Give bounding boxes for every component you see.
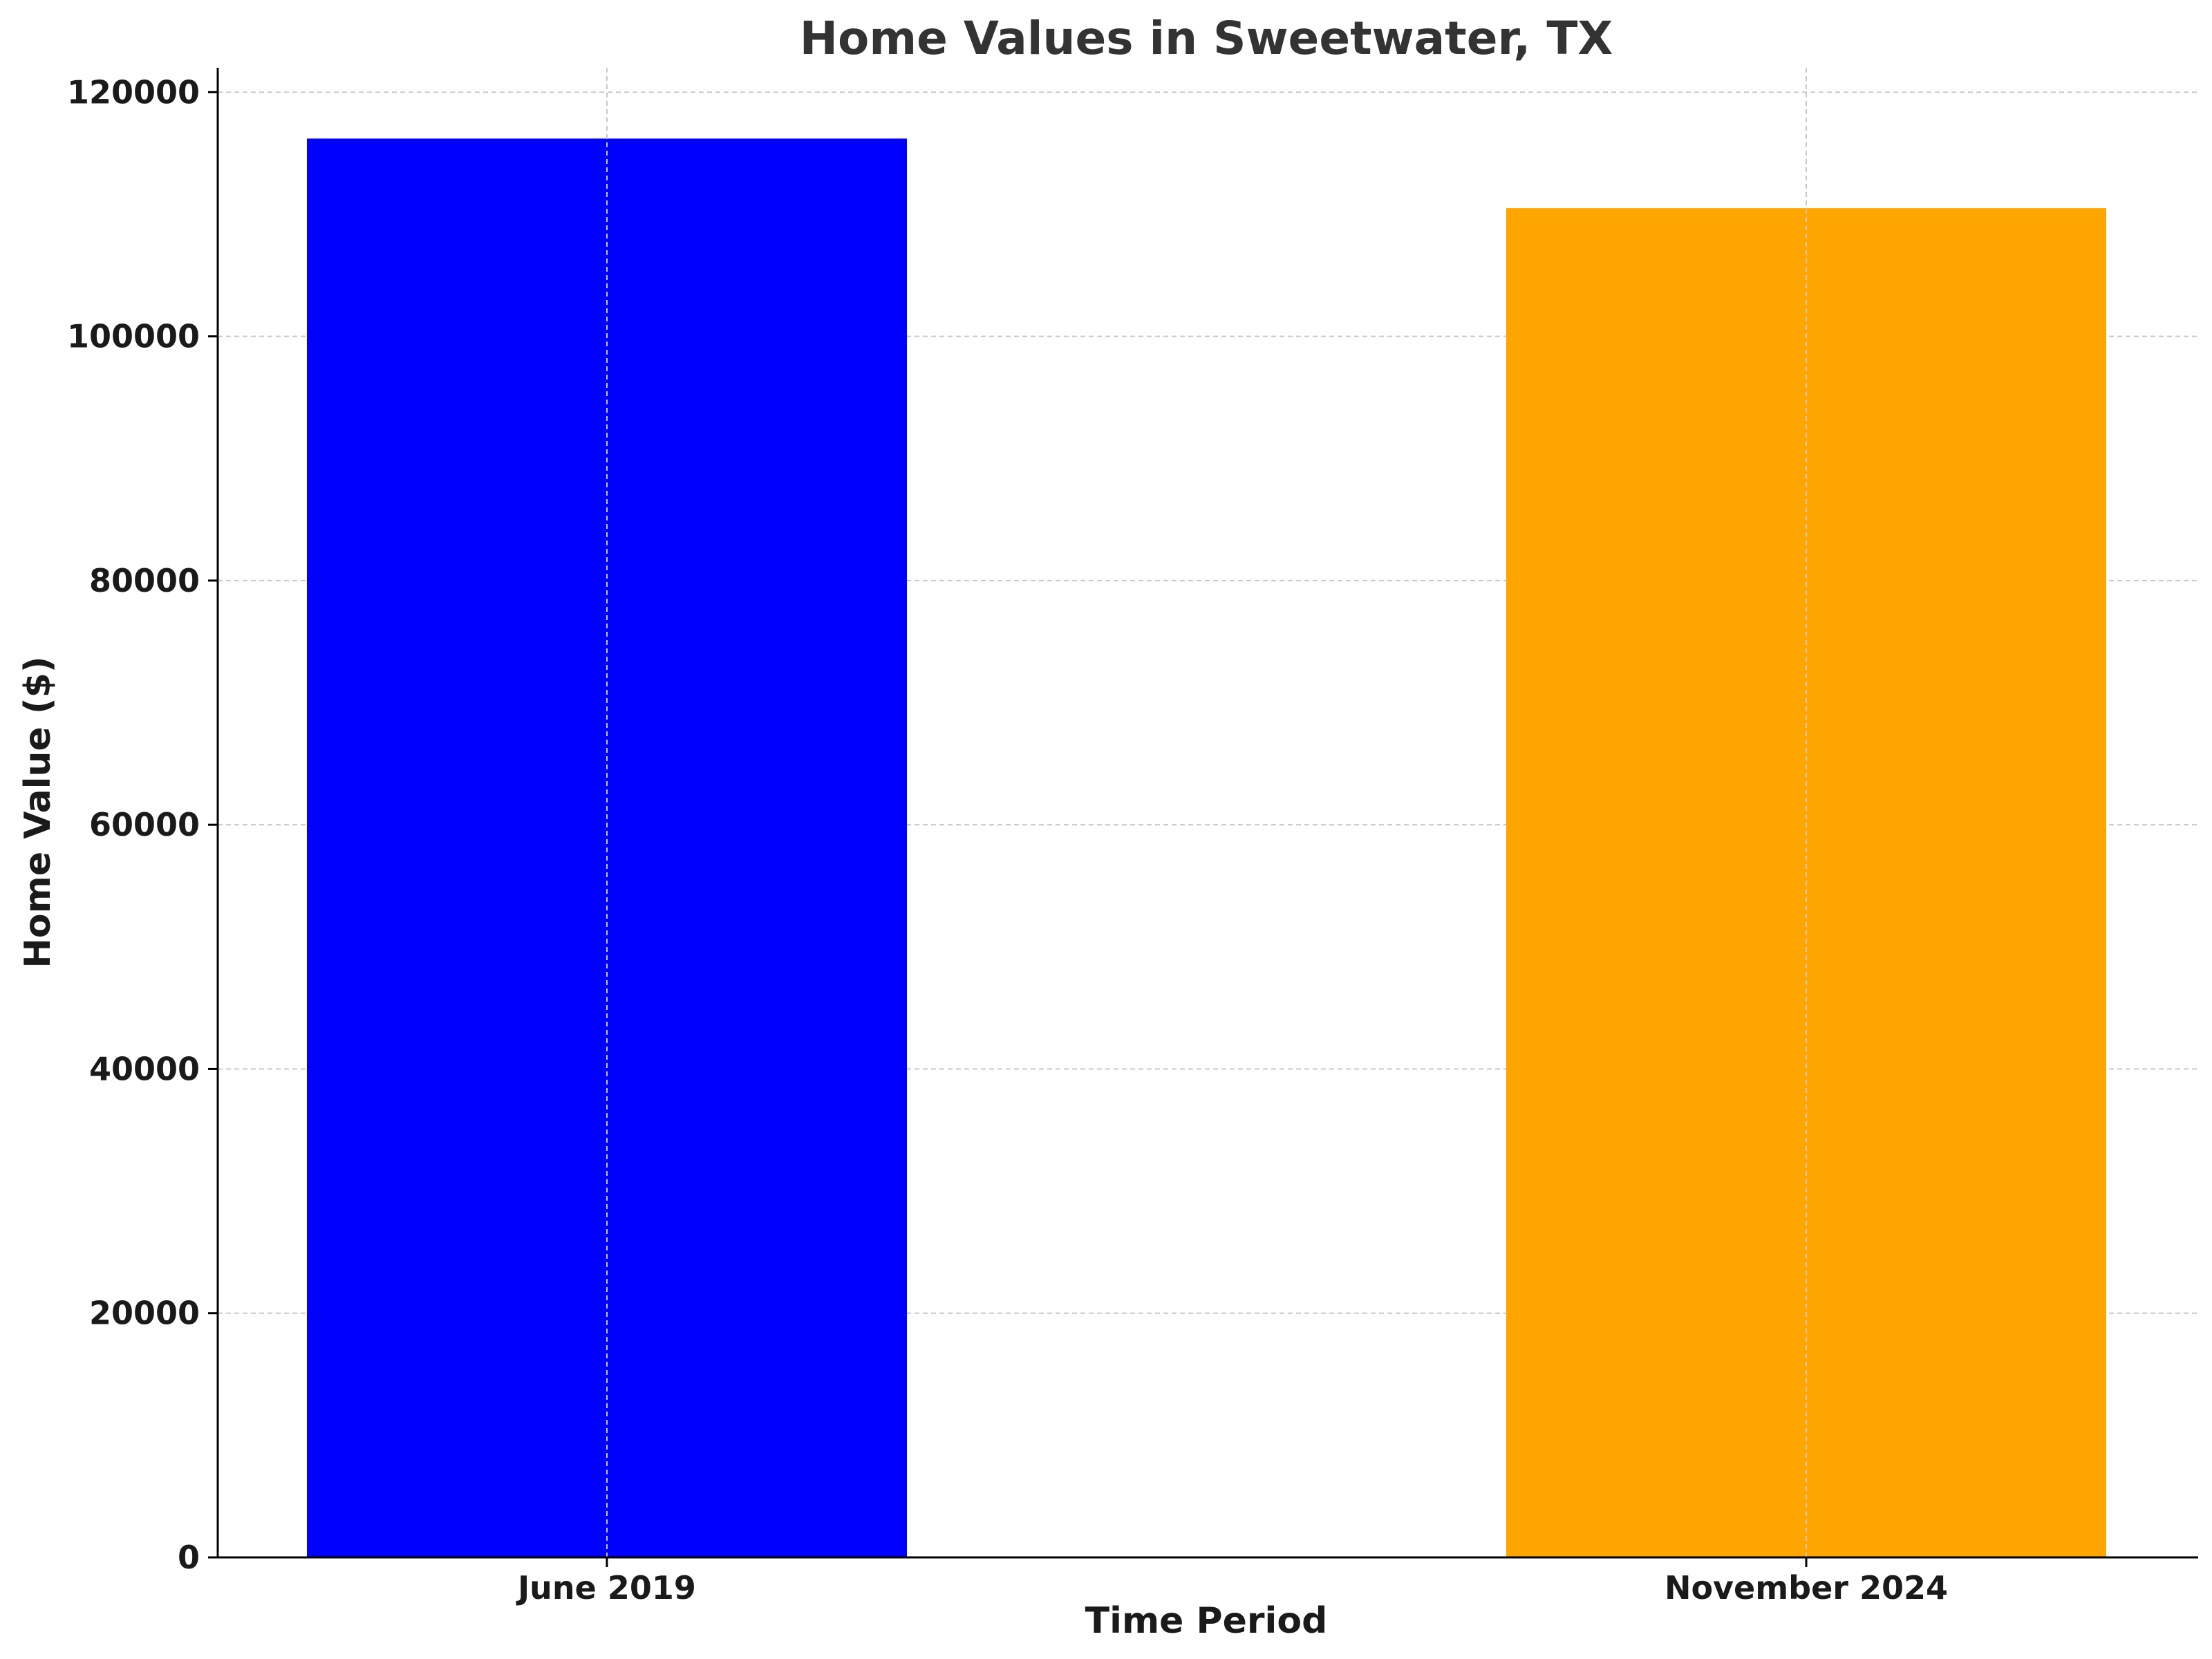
y-tick-label: 0 (178, 1539, 200, 1576)
y-tick-label: 60000 (89, 806, 200, 843)
ticks-layer: 0 20000 40000 60000 80000 100000 120000 June 20… (67, 73, 1948, 1606)
y-axis-label: Home Value ($) (17, 656, 59, 968)
y-tick-label: 80000 (89, 562, 200, 599)
y-tick-label: 40000 (89, 1050, 200, 1087)
x-tick-label: June 2019 (516, 1569, 696, 1606)
y-tick-label: 120000 (67, 73, 200, 111)
y-tick-label: 100000 (67, 318, 200, 355)
bars-layer (307, 68, 2106, 1557)
x-tick-label: November 2024 (1665, 1569, 1948, 1606)
axes-layer (216, 68, 2198, 1559)
y-tick-label: 20000 (89, 1295, 200, 1332)
grid-layer (218, 91, 2198, 1314)
x-axis-label: Time Period (1085, 1600, 1328, 1642)
chart-title: Home Values in Sweetwater, TX (800, 12, 1613, 65)
